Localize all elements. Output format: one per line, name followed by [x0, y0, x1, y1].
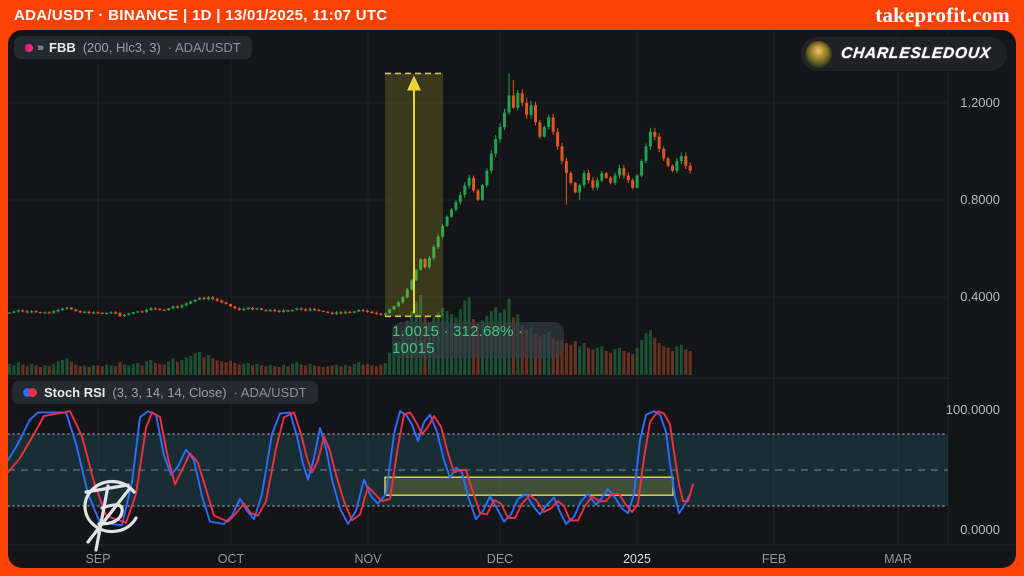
- stoch-rsi-name: Stoch RSI: [44, 385, 106, 400]
- stoch-highlight-box: [384, 476, 674, 496]
- stoch-rsi-indicator-icon: [23, 387, 37, 398]
- time-axis-label[interactable]: 2025: [623, 552, 651, 566]
- brand-logo-text: takeprofit.com: [875, 2, 1010, 27]
- stoch-rsi-params: (3, 3, 14, 14, Close): [112, 385, 227, 400]
- indicator-legend-stoch-rsi[interactable]: Stoch RSI (3, 3, 14, 14, Close) · ADA/US…: [12, 381, 318, 404]
- price-axis-label[interactable]: 0.4000: [960, 289, 1000, 304]
- fbb-name: FBB: [49, 40, 76, 55]
- fbb-chevrons-icon: ›››: [37, 41, 44, 54]
- candles: [8, 73, 692, 317]
- chart-title: ADA/USDT · BINANCE | 1D | 13/01/2025, 11…: [14, 6, 388, 24]
- takeprofit-watermark-logo: [83, 479, 138, 552]
- price-axis-label[interactable]: 1.2000: [960, 95, 1000, 110]
- user-avatar: [805, 40, 833, 68]
- stoch-axis-label[interactable]: 100.0000: [945, 402, 1000, 417]
- time-axis-label[interactable]: OCT: [217, 552, 245, 566]
- fbb-symbol: · ADA/USDT: [167, 40, 241, 55]
- price-range-measurement-tool: [385, 72, 443, 318]
- fbb-indicator-icon: [25, 43, 33, 52]
- measurement-tooltip-text: 1.0015 · 312.68% · 10015: [392, 323, 524, 357]
- top-bar: ADA/USDT · BINANCE | 1D | 13/01/2025, 11…: [0, 0, 1024, 30]
- time-axis-label[interactable]: DEC: [486, 552, 514, 566]
- time-axis-label[interactable]: MAR: [884, 552, 912, 566]
- grid-lines: [8, 30, 1016, 546]
- time-axis-label[interactable]: NOV: [354, 552, 382, 566]
- price-axis-label[interactable]: 0.8000: [960, 192, 1000, 207]
- stoch-axis-label[interactable]: 0.0000: [960, 522, 1000, 537]
- indicator-legend-fbb[interactable]: ››› FBB (200, Hlc3, 3) · ADA/USDT: [14, 36, 252, 59]
- time-axis-label[interactable]: FEB: [761, 552, 787, 566]
- stoch-rsi-symbol: · ADA/USDT: [233, 385, 307, 400]
- measurement-tooltip: 1.0015 · 312.68% · 10015: [392, 322, 564, 358]
- user-watermark-badge: CHARLESLEDOUX: [801, 37, 1007, 71]
- time-axis-label[interactable]: SEP: [85, 552, 111, 566]
- user-name: CHARLESLEDOUX: [840, 45, 992, 62]
- chart-panel: ››› FBB (200, Hlc3, 3) · ADA/USDT Stoch …: [8, 30, 1016, 568]
- volume-bars: [8, 295, 692, 375]
- fbb-params: (200, Hlc3, 3): [82, 40, 161, 55]
